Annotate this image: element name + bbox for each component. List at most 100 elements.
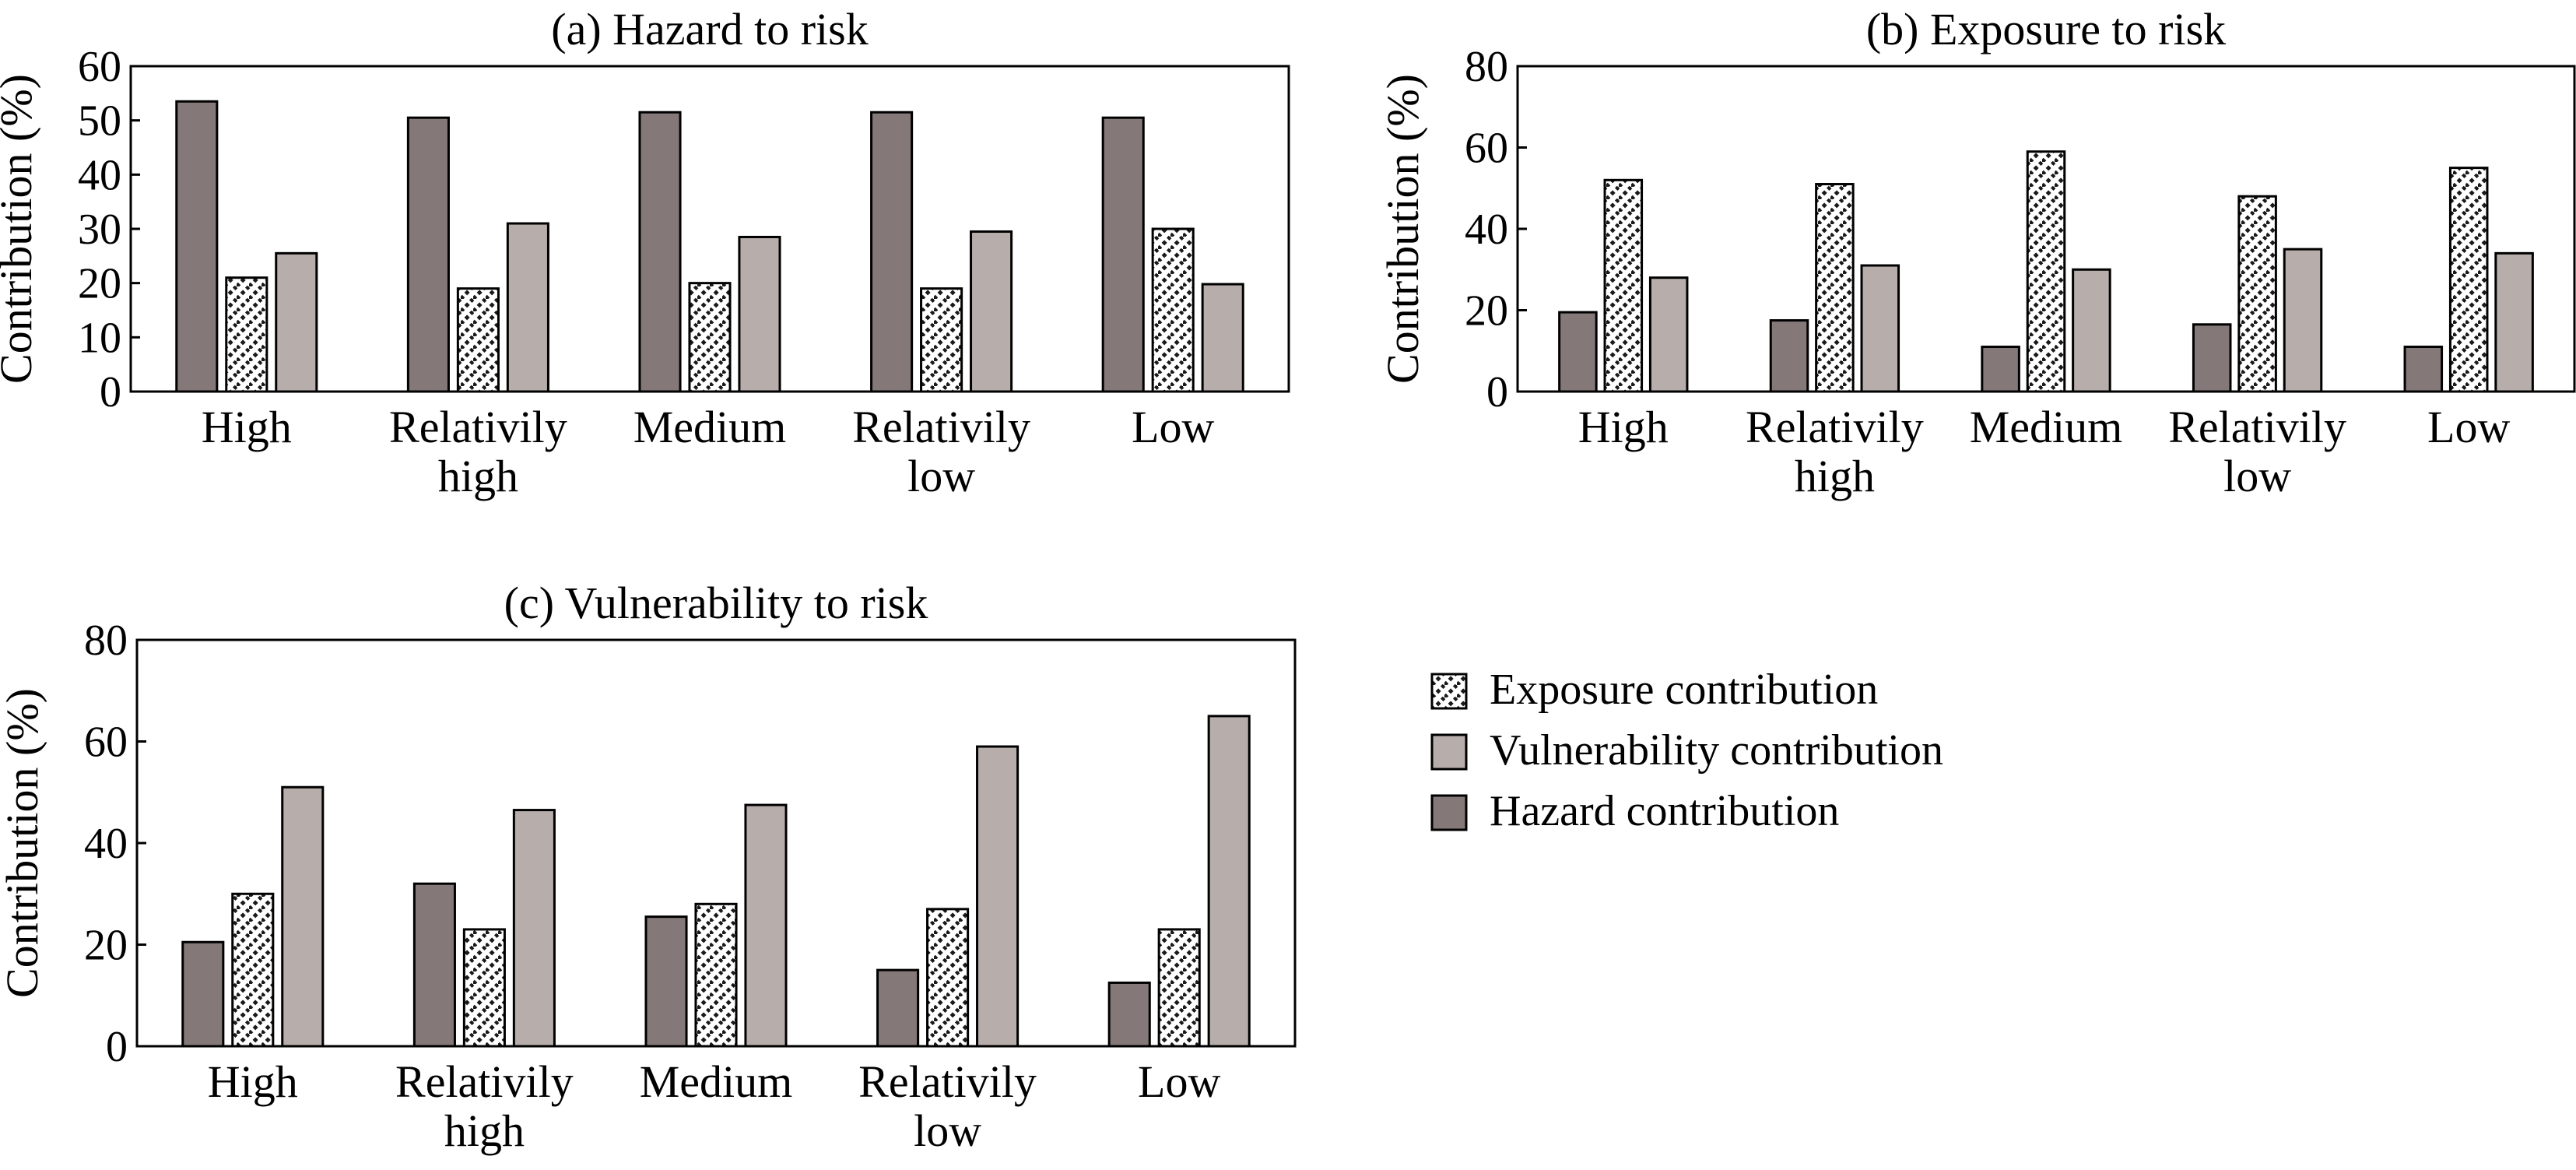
x-tick-label: high — [438, 451, 518, 501]
bar-exposure — [1815, 183, 1855, 393]
y-tick-label: 60 — [78, 43, 121, 91]
bar-hazard — [644, 915, 688, 1048]
bar-hazard — [2403, 346, 2444, 393]
legend-item-hazard: Hazard contribution — [1430, 787, 1839, 835]
plot-frame — [135, 638, 1297, 1048]
bar-exposure — [2237, 195, 2277, 393]
bar-exposure — [1151, 227, 1195, 393]
x-tick-label: Relativily — [395, 1056, 574, 1107]
bar-hazard — [412, 882, 456, 1048]
bar-vulnerability — [976, 745, 1020, 1048]
y-tick-label: 60 — [1465, 125, 1508, 173]
bar-exposure — [1157, 928, 1201, 1048]
x-tick-label: Medium — [1970, 402, 2123, 452]
legend-label: Exposure contribution — [1490, 666, 1878, 714]
bar-exposure — [926, 908, 970, 1048]
y-tick-label: 0 — [100, 368, 121, 416]
y-tick-label: 20 — [84, 922, 128, 970]
y-tick-label: 40 — [1465, 206, 1508, 254]
x-tick-label: Relativily — [2168, 402, 2346, 452]
bar-exposure — [2026, 150, 2066, 393]
chart-title: (b) Exposure to risk — [1866, 4, 2226, 54]
x-tick-label: high — [1795, 451, 1875, 501]
y-tick-label: 0 — [1486, 368, 1508, 416]
bar-hazard — [1101, 116, 1145, 393]
bar-exposure — [1603, 178, 1644, 393]
bar-vulnerability — [1201, 283, 1244, 393]
x-tick-label: low — [914, 1105, 981, 1156]
legend-swatch — [1430, 733, 1468, 771]
bar-exposure — [694, 902, 738, 1048]
bar-exposure — [688, 282, 732, 393]
bar-hazard — [1107, 981, 1151, 1048]
bar-hazard — [638, 111, 682, 393]
bar-exposure — [920, 287, 963, 393]
plot-frame — [129, 65, 1290, 393]
bar-vulnerability — [275, 251, 318, 393]
bar-hazard — [2192, 323, 2232, 393]
legend-swatch — [1430, 673, 1468, 710]
bar-exposure — [456, 287, 500, 393]
x-tick-label: High — [202, 402, 292, 452]
y-tick-label: 10 — [78, 314, 121, 362]
x-tick-label: Relativily — [389, 402, 567, 452]
x-tick-label: Medium — [640, 1056, 793, 1107]
bar-vulnerability — [1860, 264, 1900, 393]
legend-item-vulnerability: Vulnerability contribution — [1430, 726, 1943, 775]
bar-exposure — [231, 892, 275, 1048]
x-tick-label: Relativily — [1746, 402, 1924, 452]
bar-vulnerability — [2494, 251, 2534, 393]
bar-vulnerability — [506, 222, 549, 393]
y-tick-label: 20 — [78, 260, 121, 308]
bar-exposure — [2448, 167, 2489, 393]
x-tick-label: high — [444, 1105, 525, 1156]
x-tick-label: High — [1578, 402, 1669, 452]
x-tick-label: High — [208, 1056, 298, 1107]
y-tick-label: 20 — [1465, 287, 1508, 336]
bar-exposure — [225, 276, 268, 393]
x-tick-label: Low — [1138, 1056, 1220, 1107]
bar-hazard — [1558, 311, 1598, 393]
x-tick-label: Medium — [633, 402, 787, 452]
chart-panels: (a) Hazard to risk Contribution (%) 0 10 20 3… — [0, 4, 2576, 1156]
x-tick-label: low — [907, 451, 975, 501]
bar-vulnerability — [512, 809, 556, 1048]
x-tick-label: Relativily — [852, 402, 1030, 452]
bar-vulnerability — [970, 230, 1013, 393]
bar-vulnerability — [738, 235, 781, 393]
y-axis-label: Contribution (%) — [0, 74, 41, 384]
x-tick-label: Relativily — [858, 1056, 1037, 1107]
chart-2: (c) Vulnerability to risk Contribution (%… — [0, 578, 1297, 1156]
y-tick-label: 50 — [78, 97, 121, 146]
y-tick-label: 80 — [84, 617, 128, 665]
y-tick-label: 0 — [106, 1023, 128, 1071]
bar-hazard — [1769, 319, 1809, 393]
bar-hazard — [1981, 346, 2020, 393]
legend-label: Hazard contribution — [1490, 787, 1839, 835]
bar-vulnerability — [1207, 715, 1251, 1048]
bar-vulnerability — [744, 803, 788, 1048]
bar-vulnerability — [1648, 276, 1689, 393]
y-tick-label: 40 — [78, 151, 121, 199]
bar-vulnerability — [2283, 248, 2323, 393]
bar-hazard — [870, 111, 914, 393]
y-tick-label: 60 — [84, 719, 128, 767]
bar-vulnerability — [2072, 268, 2111, 393]
y-tick-label: 30 — [78, 206, 121, 254]
bar-hazard — [181, 940, 225, 1048]
legend-label: Vulnerability contribution — [1490, 726, 1943, 775]
legend-swatch — [1430, 794, 1468, 831]
y-tick-label: 80 — [1465, 43, 1508, 91]
chart-1: (b) Exposure to risk Contribution (%) 0 20 4… — [1377, 4, 2576, 501]
bar-hazard — [876, 968, 920, 1048]
chart-title: (c) Vulnerability to risk — [504, 578, 928, 628]
bar-exposure — [462, 928, 506, 1048]
x-tick-label: Low — [1132, 402, 1214, 452]
bar-vulnerability — [281, 785, 325, 1048]
chart-0: (a) Hazard to risk Contribution (%) 0 10 20 3… — [0, 4, 1290, 501]
x-tick-label: Low — [2427, 402, 2510, 452]
bar-hazard — [175, 100, 219, 393]
bar-hazard — [406, 116, 450, 393]
chart-title: (a) Hazard to risk — [551, 4, 868, 54]
